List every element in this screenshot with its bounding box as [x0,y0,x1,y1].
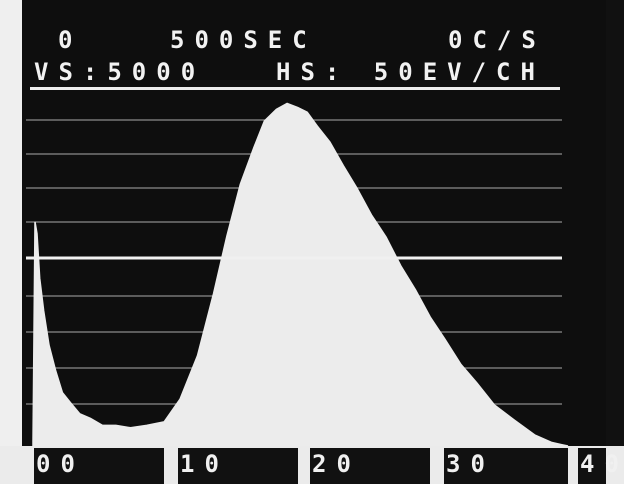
x-tick-box [34,448,164,484]
x-tick-label: 30 [446,450,495,478]
x-tick-label: 00 [36,450,85,478]
channel-readout: 0 [58,26,83,54]
x-tick-box [178,448,298,484]
horizontal-scale-readout: HS: 50EV/CH [276,58,545,86]
x-tick-label: 20 [312,450,361,478]
left-bezel [0,0,22,484]
live-time-readout: 500SEC [170,26,317,54]
x-tick-label: 10 [180,450,229,478]
count-rate-readout: 0C/S [448,26,546,54]
x-tick-box [310,448,430,484]
vertical-scale-readout: VS:5000 [34,58,206,86]
x-tick-box [444,448,568,484]
header-divider [30,87,560,90]
x-tick-label: 40 [580,450,624,478]
spectrum-series [32,102,569,447]
x-tick-box [578,448,606,484]
display-header: 0 500SEC 0C/S VS:5000 HS: 50EV/CH [0,0,624,90]
right-bezel [606,0,624,484]
